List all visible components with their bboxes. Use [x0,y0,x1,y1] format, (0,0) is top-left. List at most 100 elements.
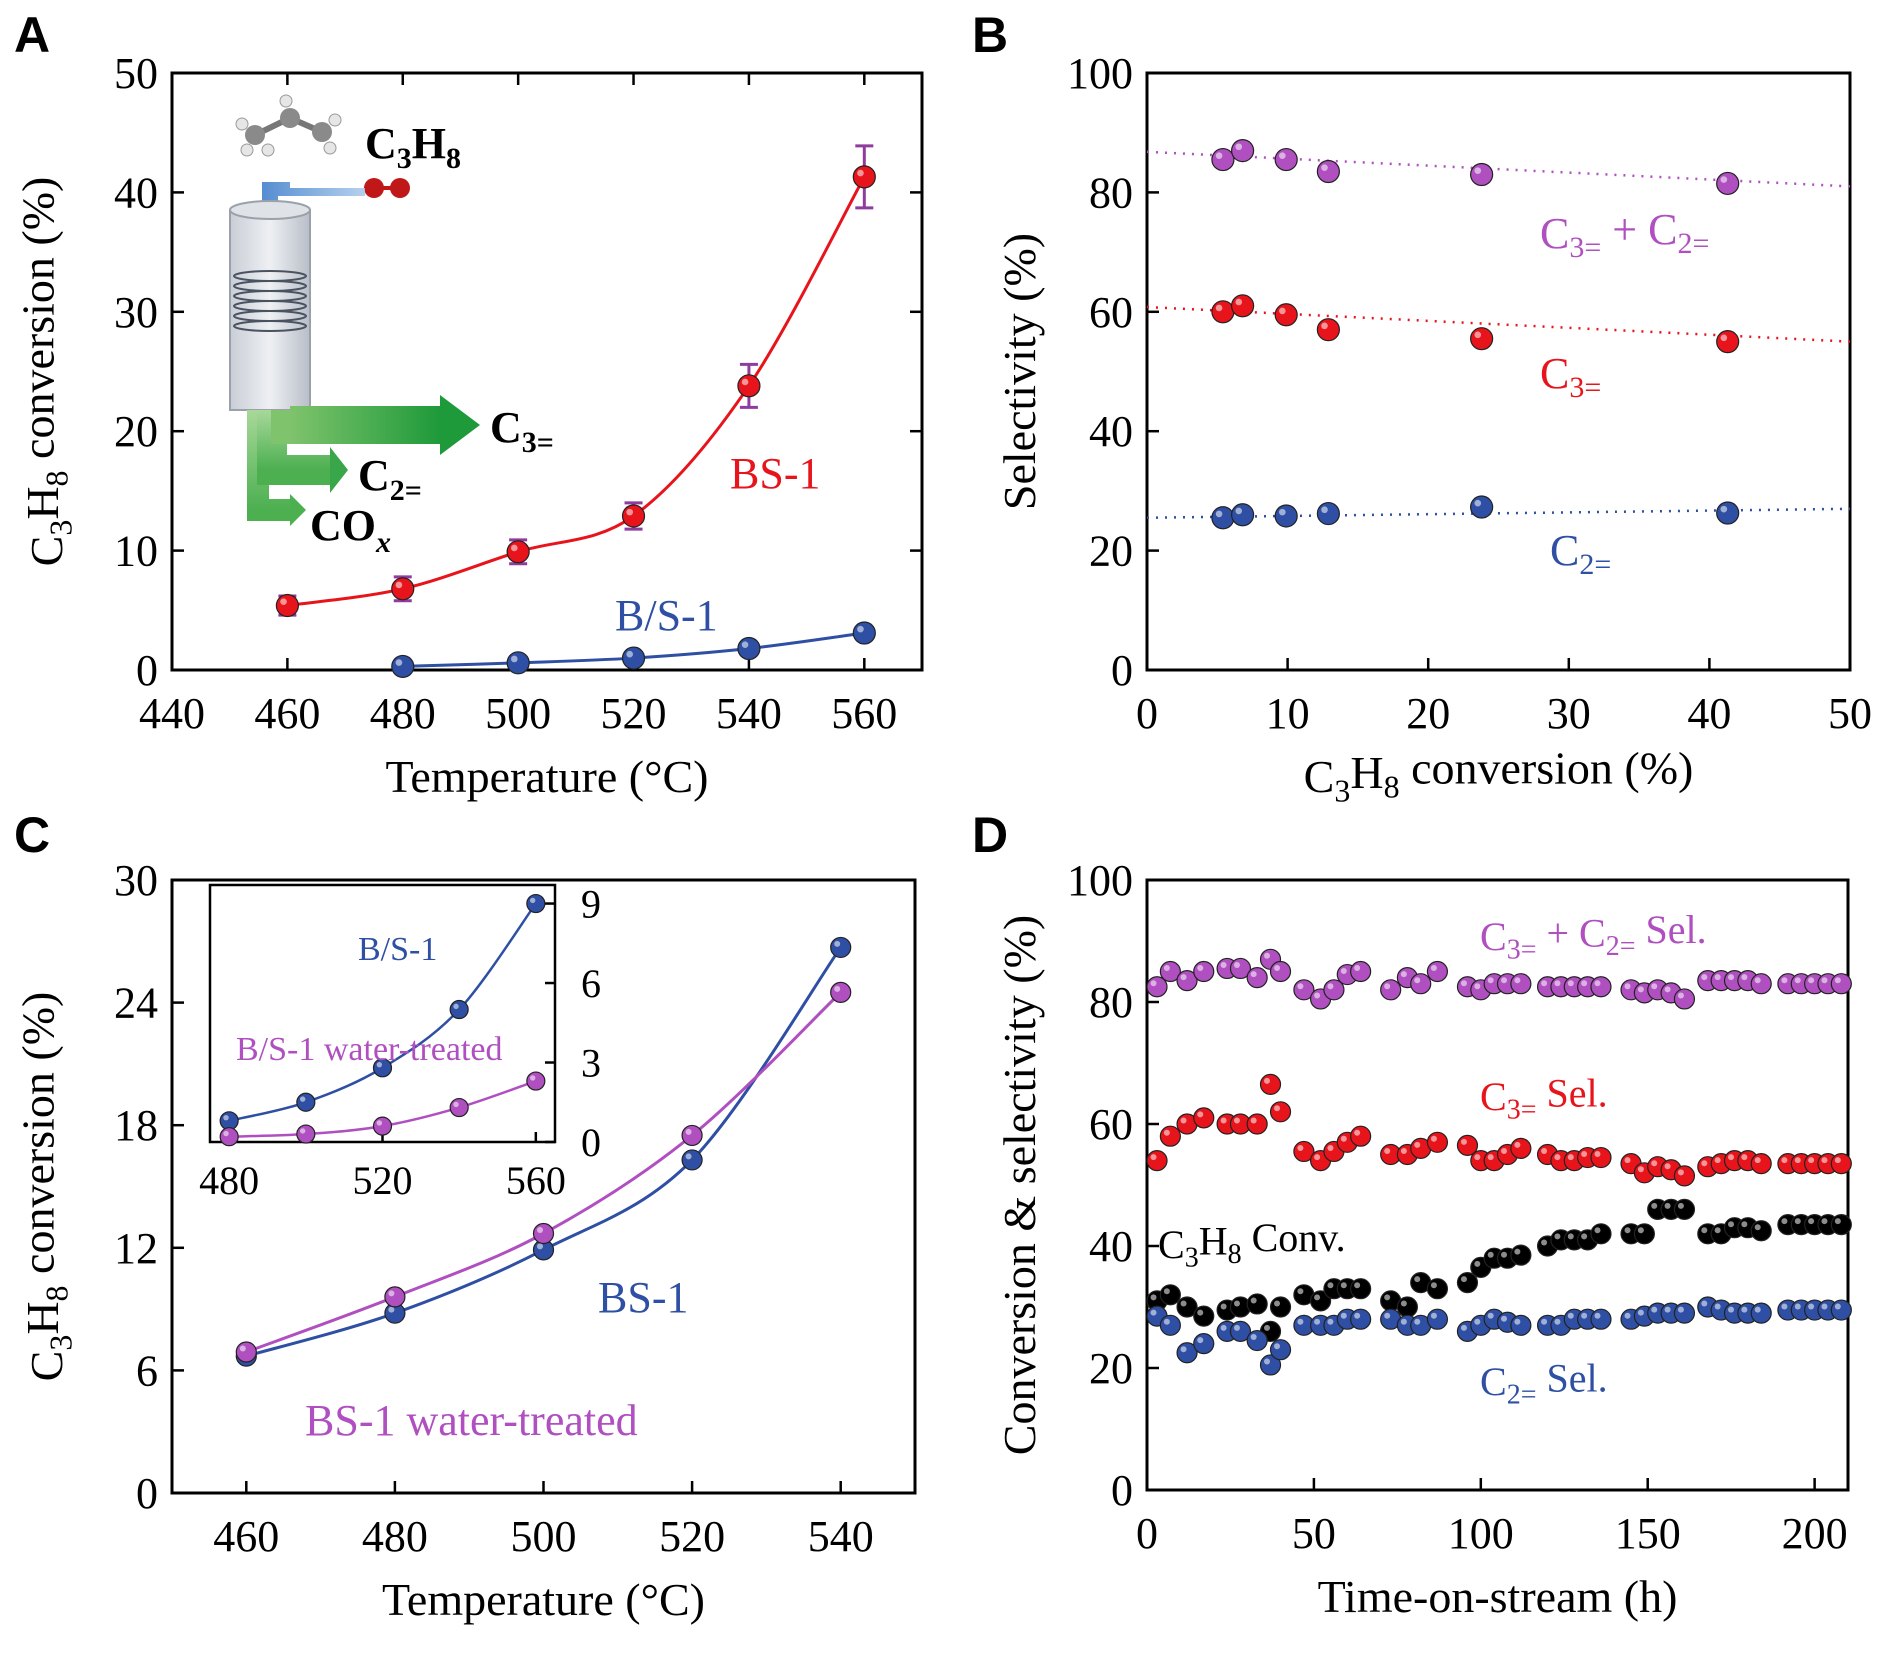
c3-c2-sel-point-highlight [1220,961,1227,968]
c3h8-conv-point [1193,1305,1215,1327]
series-label-bs-1: BS-1 [730,449,820,498]
c3-point-highlight [1235,298,1243,306]
y-tick-label: 20 [1089,527,1133,576]
c3h8-conv-point-highlight [1314,1294,1321,1301]
c2-sel-point-highlight [1430,1312,1437,1319]
c3h8-conv-point-highlight [1233,1300,1240,1307]
c3h8-conv-point-highlight [1821,1218,1828,1225]
c3h8-conv-point-highlight [1264,1324,1271,1331]
c3-sel-point-highlight [1327,1144,1334,1151]
bs-1-water-treated-point [681,1124,703,1147]
inset-b-s-1-water-treated-point-highlight [223,1130,229,1137]
c2-sel-point-highlight [1637,1309,1644,1316]
c2-sel-point-highlight [1384,1312,1391,1319]
c2-sel-point [1426,1308,1449,1330]
c3h8-conv-point-highlight [1741,1221,1748,1228]
c3-sel-point-highlight [1781,1157,1788,1164]
inset-b-s-1-point-highlight [299,1096,306,1102]
bs-1-water-treated-point-highlight [685,1128,692,1135]
c3h8-conv-point-highlight [1594,1227,1601,1234]
c2-point [1470,495,1494,519]
c2-point-highlight [1474,499,1482,507]
reactor-schematic: C3H8 C3= C2= COx [229,94,554,559]
c3-c2-sel-point-highlight [1340,968,1347,975]
bs-1-water-treated-point [384,1286,406,1308]
c3-sel-point-highlight [1637,1166,1644,1173]
c3-sel-point-highlight [1554,1154,1561,1161]
c3-sel-point-highlight [1460,1138,1467,1145]
c3-sel-point-highlight [1581,1151,1588,1158]
c3-c2-point-highlight [1321,164,1328,171]
c3-sel-point-highlight [1354,1129,1361,1136]
x-tick-label: 500 [485,689,551,738]
c3h8-conv-point-highlight [1701,1227,1708,1234]
c2-point-highlight [1321,506,1328,514]
c2-sel-point-highlight [1233,1324,1240,1331]
c3-sel-point-highlight [1501,1148,1508,1154]
c3-sel-point-highlight [1794,1157,1801,1164]
c2-sel-point-highlight [1400,1318,1407,1325]
c3-sel-point-highlight [1594,1151,1601,1158]
x-tick-label: 500 [511,1512,577,1561]
c3h8-conv-point [1590,1223,1612,1245]
bs-1-water-treated-point [235,1341,257,1363]
inset-y-tick-label: 0 [581,1120,601,1165]
bs-1-point-highlight [834,940,841,947]
inset-series-label-b-s-1-water-treated: B/S-1 water-treated [236,1031,503,1068]
c3-c2-sel-point [1269,960,1292,983]
schematic-product-c3: C3= [490,403,554,459]
y-tick-label: 40 [114,168,158,217]
c3-c2-sel-point-highlight [1554,980,1561,987]
c3-c2-sel-point [1590,976,1612,998]
c3-c2-sel-point-highlight [1581,980,1588,987]
c3-c2-point-highlight [1720,176,1728,183]
c3h8-conv-point [1510,1244,1532,1266]
c3-sel-point-highlight [1274,1105,1281,1112]
c2-point-highlight [1720,505,1728,513]
c3-sel-point-highlight [1714,1157,1721,1164]
bs-1-point-highlight [511,544,518,552]
c3-c2-point [1316,159,1340,184]
schematic-product-c2: C2= [358,451,422,507]
c3-sel-point-highlight [1220,1117,1227,1124]
c2-sel-point-highlight [1541,1318,1548,1325]
y-axis-label: C3H8 conversion (%) [13,992,79,1382]
x-tick-label: 10 [1266,689,1310,738]
c3h8-conv-point-highlight [1624,1227,1631,1234]
c3-c2-sel-point-highlight [1297,983,1304,990]
propane-molecule-icon [235,94,342,157]
c3-c2-point-highlight [1215,152,1223,160]
bs-1-fit-line [245,946,842,1358]
y-axis-label: Conversion & selectivity (%) [994,915,1045,1455]
c3-sel-point-highlight [1567,1154,1574,1161]
bs-1-point-highlight [537,1243,543,1250]
inset-b-s-1-water-treated-point [219,1127,239,1147]
c3-sel-point [1750,1153,1772,1175]
c2-sel-point-highlight [1714,1303,1721,1310]
bs-1-water-treated-point [830,981,852,1003]
c2-sel-point-highlight [1340,1312,1347,1319]
inset-b-s-1-point-highlight [453,1003,459,1010]
c3h8-conv-point-highlight [1474,1260,1481,1267]
c3-point [1316,318,1340,342]
c3h8-conv-point-highlight [1414,1276,1421,1283]
c3-sel-point-highlight [1514,1141,1521,1148]
c2-sel-point [1750,1302,1772,1324]
oxygen-molecule-icon [364,178,410,198]
c3h8-conv-point-highlight [1794,1218,1801,1225]
c2-sel-point-highlight [1163,1318,1170,1325]
c3-c2-sel-point-highlight [1677,992,1684,999]
panel-a-chart: 440 460 480 500 520 540 560 0 10 20 30 40 50 Temperat… [13,49,924,802]
y-tick-label: 60 [1089,1100,1133,1149]
c3h8-conv-point-highlight [1354,1282,1361,1289]
c2-sel-point-highlight [1314,1318,1321,1325]
c3-point [1211,300,1235,324]
c3-sel-point [1590,1146,1612,1169]
c2-sel-point [1246,1329,1268,1352]
c3-c2-sel-point [1380,979,1402,1001]
c2-sel-point [1350,1308,1372,1330]
b-s-1-point-highlight [395,659,403,666]
schematic-feed-label: C3H8 [365,119,461,175]
c3-c2-sel-point-highlight [1250,971,1257,978]
c3-sel-point [1159,1125,1181,1147]
